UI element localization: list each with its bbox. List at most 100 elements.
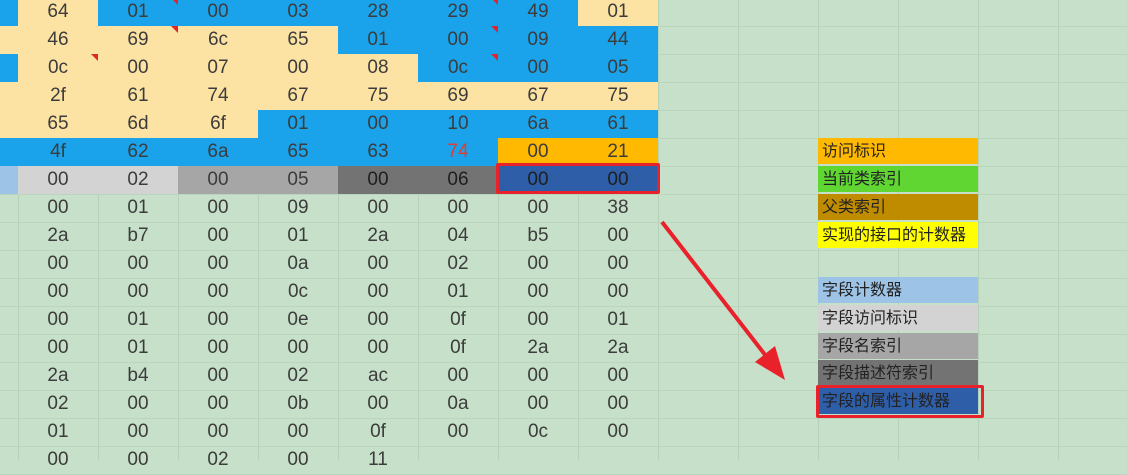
- hex-cell[interactable]: 00: [47, 197, 69, 218]
- hex-cell[interactable]: 00: [418, 26, 498, 54]
- hex-cell[interactable]: 01: [47, 421, 69, 442]
- hex-cell[interactable]: 0a: [447, 393, 469, 414]
- hex-cell[interactable]: 00: [178, 166, 258, 194]
- hex-cell[interactable]: 01: [447, 281, 469, 302]
- hex-cell[interactable]: 00: [207, 281, 229, 302]
- hex-cell[interactable]: 0f: [450, 309, 466, 330]
- hex-cell[interactable]: 00: [207, 421, 229, 442]
- hex-cell[interactable]: 01: [127, 337, 149, 358]
- hex-cell[interactable]: 00: [527, 309, 549, 330]
- hex-cell[interactable]: 00: [607, 393, 629, 414]
- cell[interactable]: [0, 166, 18, 194]
- hex-cell[interactable]: 00: [338, 110, 418, 138]
- hex-cell[interactable]: 00: [367, 393, 389, 414]
- hex-cell[interactable]: 0c: [18, 54, 98, 82]
- cell[interactable]: [0, 26, 18, 54]
- hex-cell[interactable]: 74: [178, 82, 258, 110]
- hex-cell[interactable]: ac: [367, 365, 389, 386]
- hex-cell[interactable]: 01: [607, 309, 629, 330]
- hex-cell[interactable]: 75: [338, 82, 418, 110]
- hex-cell[interactable]: 00: [447, 421, 469, 442]
- hex-cell[interactable]: 61: [578, 110, 658, 138]
- hex-cell[interactable]: 6a: [178, 138, 258, 166]
- hex-cell[interactable]: 00: [607, 225, 629, 246]
- hex-cell[interactable]: 29: [418, 0, 498, 26]
- hex-cell[interactable]: 00: [498, 54, 578, 82]
- hex-cell[interactable]: 00: [287, 337, 309, 358]
- hex-cell[interactable]: 01: [127, 197, 149, 218]
- hex-cell[interactable]: 00: [607, 421, 629, 442]
- hex-cell[interactable]: 00: [127, 393, 149, 414]
- hex-cell[interactable]: 00: [178, 0, 258, 26]
- hex-cell[interactable]: 06: [418, 166, 498, 194]
- hex-cell[interactable]: 44: [578, 26, 658, 54]
- hex-cell[interactable]: 03: [258, 0, 338, 26]
- hex-cell[interactable]: 00: [447, 197, 469, 218]
- hex-cell[interactable]: 0c: [287, 281, 309, 302]
- hex-cell[interactable]: 0e: [287, 309, 309, 330]
- hex-cell[interactable]: 00: [127, 421, 149, 442]
- hex-cell[interactable]: 2a: [47, 365, 69, 386]
- hex-cell[interactable]: 00: [207, 393, 229, 414]
- hex-cell[interactable]: 00: [18, 166, 98, 194]
- hex-cell[interactable]: 00: [527, 281, 549, 302]
- hex-cell[interactable]: 01: [578, 0, 658, 26]
- hex-cell[interactable]: 08: [338, 54, 418, 82]
- hex-cell[interactable]: 01: [98, 0, 178, 26]
- hex-cell[interactable]: 04: [447, 225, 469, 246]
- hex-cell[interactable]: 01: [338, 26, 418, 54]
- hex-cell[interactable]: 0b: [287, 393, 309, 414]
- hex-cell[interactable]: 4f: [18, 138, 98, 166]
- hex-cell[interactable]: 00: [527, 393, 549, 414]
- hex-cell[interactable]: 00: [207, 337, 229, 358]
- hex-cell[interactable]: 01: [258, 110, 338, 138]
- hex-cell[interactable]: 0c: [418, 54, 498, 82]
- hex-cell[interactable]: 2a: [47, 225, 69, 246]
- hex-cell[interactable]: 00: [527, 253, 549, 274]
- hex-cell[interactable]: 49: [498, 0, 578, 26]
- hex-cell[interactable]: 00: [367, 337, 389, 358]
- hex-cell[interactable]: 0c: [527, 421, 549, 442]
- hex-cell[interactable]: b4: [127, 365, 149, 386]
- hex-cell[interactable]: 00: [127, 253, 149, 274]
- cell[interactable]: [0, 138, 18, 166]
- hex-cell[interactable]: 07: [178, 54, 258, 82]
- hex-cell[interactable]: 00: [338, 166, 418, 194]
- hex-cell[interactable]: 00: [207, 365, 229, 386]
- hex-cell[interactable]: 28: [338, 0, 418, 26]
- hex-cell[interactable]: 69: [98, 26, 178, 54]
- hex-cell[interactable]: 38: [607, 197, 629, 218]
- hex-cell[interactable]: 65: [258, 138, 338, 166]
- hex-cell[interactable]: 02: [98, 166, 178, 194]
- hex-cell[interactable]: 00: [47, 281, 69, 302]
- hex-cell[interactable]: 65: [18, 110, 98, 138]
- hex-cell[interactable]: 05: [578, 54, 658, 82]
- hex-cell[interactable]: 00: [98, 54, 178, 82]
- hex-cell[interactable]: 69: [418, 82, 498, 110]
- hex-cell[interactable]: 09: [287, 197, 309, 218]
- hex-cell[interactable]: 21: [578, 138, 658, 166]
- hex-cell[interactable]: 00: [607, 365, 629, 386]
- hex-cell[interactable]: 6f: [178, 110, 258, 138]
- hex-cell[interactable]: 62: [98, 138, 178, 166]
- hex-cell[interactable]: 00: [498, 138, 578, 166]
- hex-cell[interactable]: 00: [207, 253, 229, 274]
- hex-cell[interactable]: 00: [47, 337, 69, 358]
- hex-cell[interactable]: 0a: [287, 253, 309, 274]
- hex-cell[interactable]: 67: [498, 82, 578, 110]
- hex-cell[interactable]: 01: [287, 225, 309, 246]
- hex-cell[interactable]: 00: [287, 421, 309, 442]
- hex-cell[interactable]: 00: [127, 281, 149, 302]
- hex-cell[interactable]: 09: [498, 26, 578, 54]
- hex-cell[interactable]: 10: [418, 110, 498, 138]
- hex-cell[interactable]: 05: [258, 166, 338, 194]
- hex-cell[interactable]: 00: [367, 197, 389, 218]
- cell[interactable]: [0, 110, 18, 138]
- hex-cell[interactable]: 46: [18, 26, 98, 54]
- hex-cell[interactable]: 6d: [98, 110, 178, 138]
- hex-cell[interactable]: 00: [207, 225, 229, 246]
- hex-cell[interactable]: b5: [527, 225, 549, 246]
- hex-cell[interactable]: 01: [127, 309, 149, 330]
- hex-cell[interactable]: 61: [98, 82, 178, 110]
- hex-cell[interactable]: 02: [447, 253, 469, 274]
